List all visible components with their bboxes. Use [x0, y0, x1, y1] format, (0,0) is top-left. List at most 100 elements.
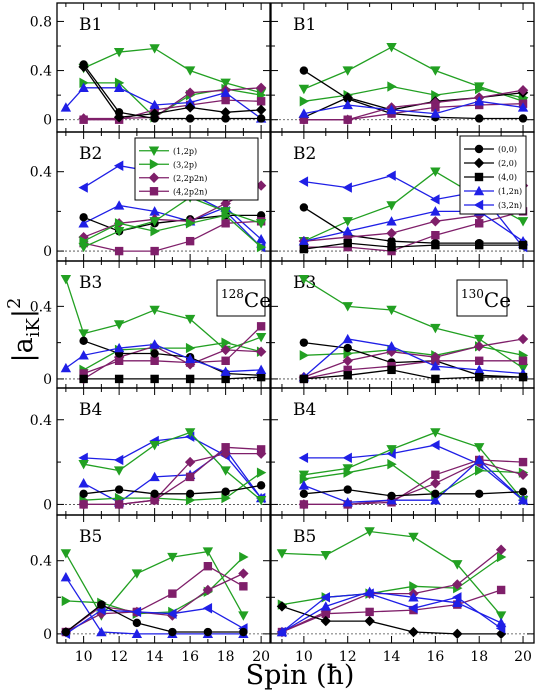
- panel-label: B4: [79, 400, 102, 420]
- data-point: [78, 478, 89, 488]
- legend-1: (1,2p) (3,2p) (2,2p2n) (4,2p2n): [134, 137, 259, 201]
- series-line: [65, 550, 244, 617]
- data-point: [60, 102, 72, 112]
- data-point: [365, 607, 374, 617]
- series-line: [303, 210, 524, 252]
- series-line: [281, 549, 502, 633]
- data-point: [386, 445, 397, 455]
- series-line: [303, 242, 523, 250]
- data-point: [299, 473, 310, 485]
- series-line: [83, 87, 262, 120]
- series-line: [65, 87, 262, 120]
- data-point: [255, 448, 267, 459]
- series--1-2n-: [60, 339, 267, 376]
- series-line: [303, 103, 524, 121]
- series-line: [281, 556, 502, 606]
- series-line: [83, 99, 262, 121]
- data-point: [220, 78, 231, 89]
- data-point: [60, 549, 72, 559]
- mass-number: 128: [221, 287, 244, 301]
- data-point: [320, 592, 330, 603]
- series-line: [281, 530, 502, 617]
- data-point: [150, 489, 159, 499]
- data-point: [430, 66, 441, 76]
- series--4-2p2n-: [61, 562, 248, 637]
- series-line: [83, 484, 262, 495]
- series-line: [303, 345, 524, 356]
- series-line: [83, 448, 262, 504]
- y-tick-label: 0: [43, 627, 52, 643]
- series-line: [303, 463, 524, 497]
- series-line: [303, 338, 524, 378]
- data-point: [150, 374, 159, 384]
- data-point: [255, 219, 267, 229]
- data-point: [255, 495, 267, 506]
- data-point: [276, 549, 288, 559]
- series-line: [83, 472, 262, 501]
- series-line: [281, 592, 502, 633]
- data-point: [132, 618, 142, 628]
- x-tick-label: 20: [252, 649, 270, 665]
- series--1-2n-: [60, 571, 249, 639]
- series-line: [303, 369, 523, 380]
- series--4-0-: [79, 372, 266, 384]
- panel-label: B2: [293, 144, 316, 164]
- data-point: [220, 198, 231, 209]
- data-point: [342, 302, 353, 312]
- data-point: [60, 571, 72, 582]
- data-point: [431, 374, 440, 384]
- data-point: [78, 350, 89, 360]
- series-line: [303, 206, 523, 244]
- series-line: [83, 64, 262, 120]
- panel-1-b4: 0 0.4 B4: [30, 387, 271, 516]
- data-point: [364, 615, 375, 627]
- data-point: [518, 114, 528, 123]
- data-point: [298, 84, 310, 95]
- legend-marker: [474, 144, 484, 154]
- y-axis-label-sup: 2: [4, 298, 25, 309]
- series-line: [83, 340, 262, 376]
- data-point: [149, 217, 160, 227]
- legend-label: (4,2p2n): [173, 187, 207, 196]
- element-symbol: Ce: [244, 288, 271, 312]
- data-point: [149, 440, 160, 451]
- data-point: [185, 489, 195, 499]
- series--3-2n-: [78, 431, 266, 504]
- data-point: [256, 114, 266, 123]
- data-point: [452, 592, 462, 603]
- series-line: [83, 47, 262, 94]
- panel-2-b4: B4: [270, 387, 535, 516]
- data-point: [185, 374, 195, 384]
- x-tick-label: 12: [110, 649, 128, 665]
- y-axis-label-sub: iK: [23, 318, 44, 338]
- data-point: [114, 246, 124, 256]
- data-point: [386, 43, 397, 53]
- data-point: [114, 77, 125, 89]
- series--3-2p-: [79, 210, 267, 253]
- data-point: [430, 361, 441, 371]
- data-point: [430, 494, 441, 505]
- legend-marker: [149, 159, 160, 170]
- series--3-2n-: [276, 588, 506, 638]
- data-point: [220, 207, 231, 217]
- series--2-2p2n-: [276, 544, 507, 638]
- series-line: [303, 100, 524, 115]
- data-point: [517, 102, 529, 112]
- data-point: [430, 439, 440, 451]
- nucleus-frame: [456, 279, 508, 317]
- data-point: [168, 627, 177, 637]
- panel-2-b3: B3: [270, 260, 535, 389]
- data-point: [430, 97, 441, 108]
- series-line: [303, 488, 524, 497]
- series--4-2p2n-: [299, 356, 528, 384]
- data-point: [298, 274, 310, 285]
- data-point: [149, 471, 160, 482]
- data-point: [78, 218, 89, 228]
- data-point: [474, 454, 485, 465]
- data-point: [167, 608, 177, 619]
- panel-1-b1: 0 0.4 0.8 B1: [30, 2, 271, 133]
- data-point: [221, 210, 231, 221]
- legend-marker: [149, 187, 159, 196]
- series-line: [303, 210, 524, 242]
- series--0-0-: [61, 600, 248, 637]
